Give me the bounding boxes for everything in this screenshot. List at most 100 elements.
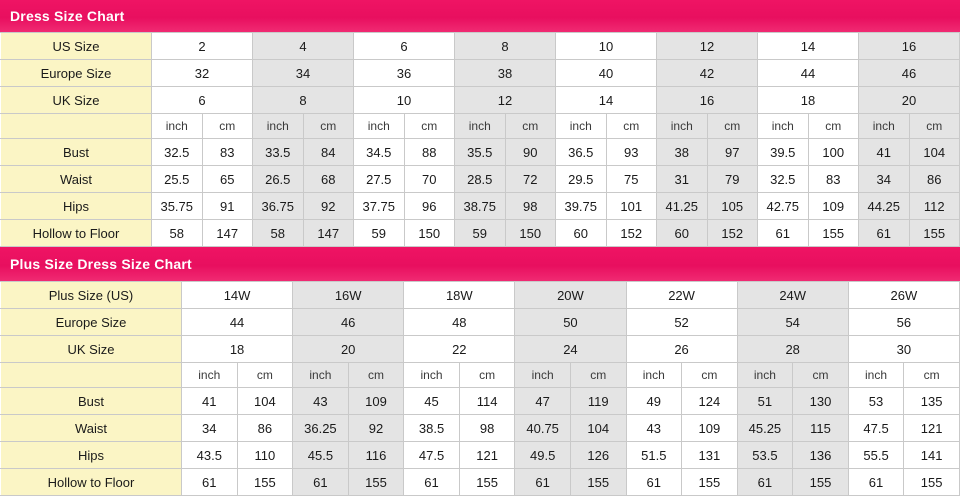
table-cell: 131 <box>681 441 738 469</box>
table-row: Bust 41 104 43 109 45 114 47 119 49 124 … <box>0 387 960 415</box>
table-cell: 36.5 <box>555 138 607 166</box>
table-cell: 119 <box>569 387 627 415</box>
row-label: Hips <box>0 192 152 220</box>
unit-inch: inch <box>454 113 506 139</box>
table-cell: 72 <box>504 165 556 193</box>
table-cell: 12 <box>656 32 758 60</box>
table-cell: 43.5 <box>181 441 238 469</box>
table-cell: 45.25 <box>736 414 794 442</box>
table-cell: 152 <box>605 219 657 247</box>
table-cell: 97 <box>706 138 758 166</box>
table-cell: 44.25 <box>858 192 910 220</box>
table-cell: 34 <box>858 165 910 193</box>
table-cell: 6 <box>151 86 253 114</box>
table-cell: 44 <box>180 308 294 336</box>
table-cell: 41.25 <box>656 192 708 220</box>
table-cell: 44 <box>757 59 859 87</box>
table-cell: 92 <box>302 192 354 220</box>
table-cell: 43 <box>625 414 683 442</box>
table-row: Hollow to Floor 58 147 58 147 59 150 59 … <box>0 219 960 247</box>
row-label: UK Size <box>0 335 182 363</box>
unit-cm: cm <box>201 113 253 139</box>
unit-inch: inch <box>292 362 349 388</box>
table-cell: 38 <box>454 59 556 87</box>
unit-header-row: inch cm inch cm inch cm inch cm inch cm … <box>0 113 960 139</box>
row-label: Plus Size (US) <box>0 281 182 309</box>
table-cell: 115 <box>792 414 849 442</box>
table-row: Hips 35.75 91 36.75 92 37.75 96 38.75 98… <box>0 192 960 220</box>
table-cell: 155 <box>903 468 960 496</box>
table-cell: 58 <box>252 219 304 247</box>
table-cell: 155 <box>347 468 405 496</box>
unit-inch: inch <box>736 362 794 388</box>
row-label: Europe Size <box>0 308 182 336</box>
table-cell: 53.5 <box>736 441 794 469</box>
table-cell: 121 <box>903 414 960 442</box>
table-cell: 34 <box>252 59 354 87</box>
table-cell: 47.5 <box>847 414 905 442</box>
table-cell: 8 <box>454 32 556 60</box>
unit-inch: inch <box>757 113 809 139</box>
table-cell: 155 <box>236 468 294 496</box>
dress-size-chart-body: US Size 2 4 6 8 10 12 14 16 Europe Size … <box>0 32 960 247</box>
unit-cm: cm <box>681 362 738 388</box>
table-cell: 34.5 <box>353 138 405 166</box>
table-cell: 104 <box>908 138 960 166</box>
table-cell: 32.5 <box>151 138 203 166</box>
table-cell: 52 <box>625 308 738 336</box>
table-cell: 61 <box>403 468 460 496</box>
plus-size-dress-size-chart-table: Plus Size (US) 14W 16W 18W 20W 22W 24W 2… <box>0 281 960 496</box>
table-cell: 20W <box>514 281 627 309</box>
table-cell: 2 <box>151 32 253 60</box>
table-cell: 55.5 <box>847 441 905 469</box>
unit-inch: inch <box>514 362 571 388</box>
table-cell: 30 <box>847 335 960 363</box>
table-cell: 109 <box>347 387 405 415</box>
plus-size-dress-size-chart-header-band: Plus Size Dress Size Chart <box>0 247 960 281</box>
table-cell: 38 <box>656 138 708 166</box>
table-cell: 32.5 <box>757 165 809 193</box>
table-cell: 96 <box>403 192 455 220</box>
unit-cm: cm <box>792 362 849 388</box>
table-cell: 10 <box>353 86 455 114</box>
unit-inch: inch <box>656 113 708 139</box>
table-cell: 38.75 <box>454 192 506 220</box>
table-cell: 12 <box>454 86 556 114</box>
unit-inch: inch <box>625 362 683 388</box>
table-cell: 35.5 <box>454 138 506 166</box>
table-cell: 152 <box>706 219 758 247</box>
table-cell: 24W <box>736 281 849 309</box>
table-cell: 8 <box>252 86 354 114</box>
table-cell: 42.75 <box>757 192 809 220</box>
table-cell: 42 <box>656 59 758 87</box>
table-cell: 124 <box>681 387 738 415</box>
table-cell: 6 <box>353 32 455 60</box>
table-cell: 121 <box>458 441 516 469</box>
table-cell: 75 <box>605 165 657 193</box>
table-cell: 51.5 <box>625 441 683 469</box>
table-cell: 36.25 <box>292 414 349 442</box>
table-cell: 35.75 <box>151 192 203 220</box>
table-row: Waist 34 86 36.25 92 38.5 98 40.75 104 4… <box>0 414 960 442</box>
table-cell: 26 <box>625 335 738 363</box>
table-cell: 14 <box>555 86 657 114</box>
table-cell: 105 <box>706 192 758 220</box>
table-cell: 45 <box>403 387 460 415</box>
row-label: Hollow to Floor <box>0 468 182 496</box>
unit-cm: cm <box>236 362 294 388</box>
table-row: Hips 43.5 110 45.5 116 47.5 121 49.5 126… <box>0 441 960 469</box>
row-label: Europe Size <box>0 59 152 87</box>
table-cell: 28 <box>736 335 849 363</box>
table-cell: 60 <box>555 219 607 247</box>
table-cell: 39.5 <box>757 138 809 166</box>
table-cell: 56 <box>847 308 960 336</box>
table-row: Hollow to Floor 61 155 61 155 61 155 61 … <box>0 468 960 496</box>
table-cell: 61 <box>514 468 571 496</box>
table-row: UK Size 6 8 10 12 14 16 18 20 <box>0 86 960 114</box>
table-cell: 61 <box>847 468 905 496</box>
table-cell: 59 <box>353 219 405 247</box>
unit-inch: inch <box>181 362 238 388</box>
table-cell: 22 <box>403 335 516 363</box>
table-cell: 101 <box>605 192 657 220</box>
